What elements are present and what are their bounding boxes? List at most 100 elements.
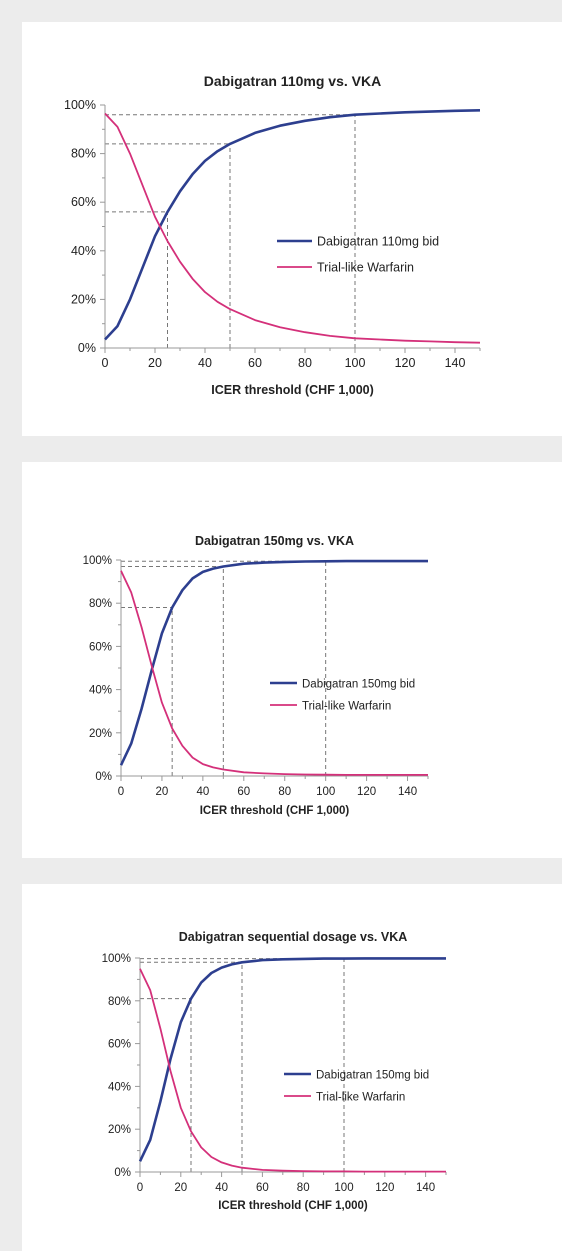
x-tick-label: 80 (298, 356, 312, 370)
x-axis-label: ICER threshold (CHF 1,000) (200, 805, 350, 817)
data-point-series-1 (343, 958, 345, 960)
data-point-series-2 (180, 1107, 182, 1109)
data-point-series-2 (120, 570, 122, 572)
data-point-series-1 (404, 111, 406, 113)
data-point-series-2 (142, 184, 144, 186)
chart-title: Dabigatran 150mg vs. VKA (195, 534, 354, 548)
data-point-series-1 (404, 957, 406, 959)
chart-title: Dabigatran sequential dosage vs. VKA (179, 930, 408, 944)
data-point-series-1 (454, 110, 456, 112)
data-point-series-1 (263, 562, 265, 564)
data-point-series-2 (302, 1170, 304, 1172)
data-point-series-2 (159, 1028, 161, 1030)
data-point-series-2 (404, 1171, 406, 1173)
data-point-series-1 (304, 120, 306, 122)
data-point-series-2 (192, 757, 194, 759)
data-point-series-2 (181, 745, 183, 747)
data-point-series-1 (329, 116, 331, 118)
data-point-series-1 (181, 589, 183, 591)
data-point-series-1 (192, 173, 194, 175)
data-point-series-2 (140, 626, 142, 628)
data-point-series-2 (479, 342, 481, 344)
data-point-series-2 (454, 341, 456, 343)
series-line-2 (139, 968, 446, 1173)
data-point-series-1 (323, 958, 325, 960)
y-tick-label: 100% (64, 98, 96, 112)
y-tick-label: 60% (71, 195, 96, 209)
data-point-series-2 (379, 338, 381, 340)
data-point-series-1 (241, 961, 243, 963)
data-point-series-2 (304, 331, 306, 333)
data-point-series-1 (243, 563, 245, 565)
y-tick-label: 20% (108, 1124, 131, 1136)
data-point-series-2 (217, 301, 219, 303)
x-tick-label: 0 (118, 786, 124, 798)
x-tick-label: 60 (248, 356, 262, 370)
legend-label-1: Dabigatran 110mg bid (317, 235, 439, 249)
chart-panel-1: Dabigatran 110mg vs. VKA 0% 20% 40% 60% 80% 10… (22, 22, 562, 436)
x-tick-label: 0 (137, 1182, 143, 1194)
data-point-series-1 (104, 338, 106, 340)
x-tick-label: 80 (278, 786, 291, 798)
x-tick-label: 40 (198, 356, 212, 370)
data-point-series-1 (302, 958, 304, 960)
data-point-series-1 (221, 967, 223, 969)
x-axis-label: ICER threshold (CHF 1,000) (218, 1200, 368, 1212)
chart-title: Dabigatran 110mg vs. VKA (204, 73, 381, 89)
data-point-series-2 (192, 278, 194, 280)
y-tick-label: 100% (83, 555, 112, 567)
data-point-series-1 (200, 982, 202, 984)
series-line-1 (119, 559, 428, 766)
data-point-series-2 (386, 774, 388, 776)
y-tick-label: 40% (108, 1081, 131, 1093)
data-point-series-2 (210, 1156, 212, 1158)
data-point-series-2 (149, 989, 151, 991)
data-point-series-2 (445, 1171, 447, 1173)
data-point-series-1 (154, 235, 156, 237)
x-tick-label: 40 (215, 1182, 228, 1194)
data-point-series-2 (366, 774, 368, 776)
data-point-series-2 (263, 772, 265, 774)
x-tick-label: 140 (416, 1182, 435, 1194)
data-point-series-1 (325, 560, 327, 562)
data-point-series-1 (212, 568, 214, 570)
x-tick-label: 120 (375, 1182, 394, 1194)
data-point-series-2 (221, 1161, 223, 1163)
x-tick-label: 120 (357, 786, 376, 798)
chart-panel-2: Dabigatran 150mg vs. VKA 0% 20% 40% 60% 80% 10… (22, 462, 562, 858)
data-point-series-1 (170, 1058, 172, 1060)
data-point-series-2 (354, 337, 356, 339)
data-point-series-1 (304, 561, 306, 563)
data-point-series-1 (429, 111, 431, 113)
x-tick-label: 20 (156, 786, 169, 798)
y-tick-label: 80% (71, 147, 96, 161)
data-point-series-2 (345, 774, 347, 776)
data-point-series-2 (407, 774, 409, 776)
data-point-series-2 (179, 261, 181, 263)
y-tick-label: 60% (89, 641, 112, 653)
data-point-series-1 (363, 957, 365, 959)
data-point-series-2 (222, 769, 224, 771)
legend-label-2: Trial-like Warfarin (316, 1092, 405, 1104)
data-point-series-1 (222, 565, 224, 567)
data-point-series-2 (200, 1146, 202, 1148)
x-tick-label: 80 (297, 1182, 310, 1194)
data-point-series-1 (407, 560, 409, 562)
data-point-series-2 (279, 326, 281, 328)
x-tick-label: 60 (256, 1182, 269, 1194)
data-point-series-2 (243, 771, 245, 773)
data-point-series-1 (254, 132, 256, 134)
y-tick-label: 0% (95, 771, 112, 783)
data-point-series-2 (429, 340, 431, 342)
data-point-series-2 (202, 763, 204, 765)
data-point-series-2 (425, 1171, 427, 1173)
y-tick-label: 40% (71, 244, 96, 258)
data-point-series-2 (170, 1070, 172, 1072)
data-point-series-1 (130, 743, 132, 745)
legend-label-2: Trial-like Warfarin (317, 261, 414, 275)
data-point-series-1 (427, 560, 429, 562)
data-point-series-2 (190, 1130, 192, 1132)
y-tick-label: 80% (89, 598, 112, 610)
series-line-2 (104, 112, 481, 344)
data-point-series-1 (386, 560, 388, 562)
